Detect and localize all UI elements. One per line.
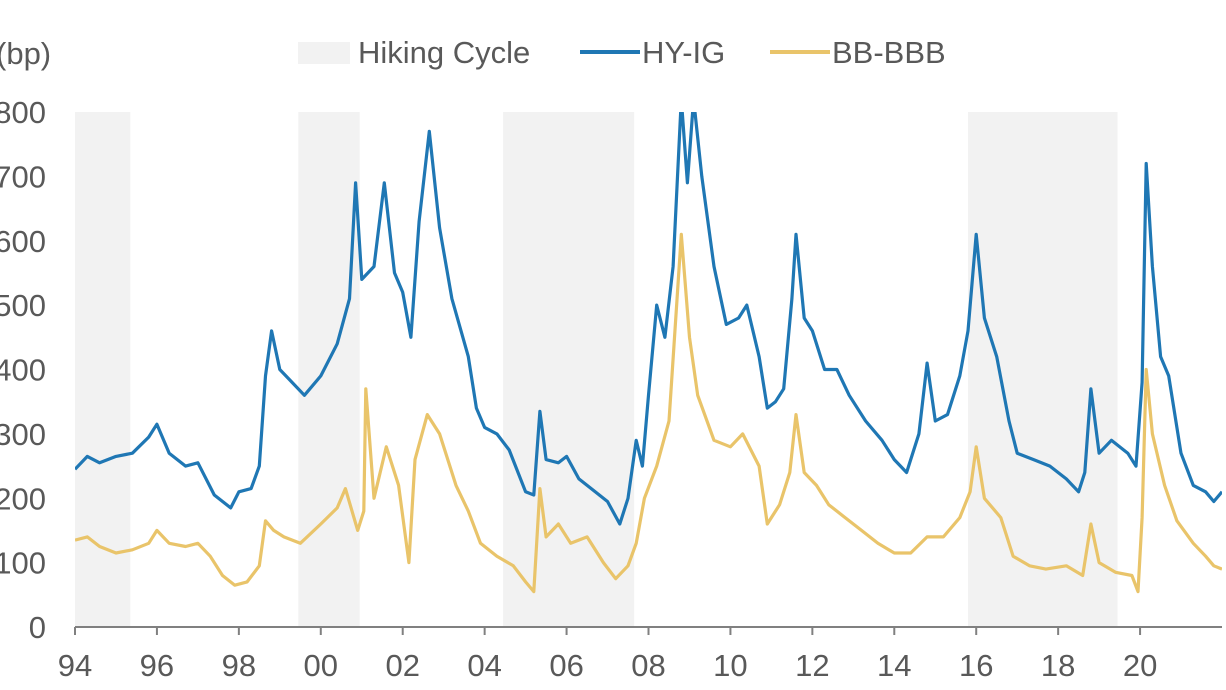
y-tick-label-500: 500 bbox=[0, 288, 46, 323]
y-tick-label-700: 700 bbox=[0, 159, 46, 194]
x-tick-label-98: 98 bbox=[222, 648, 256, 683]
legend: Hiking Cycle HY-IG BB-BBB bbox=[298, 35, 946, 70]
y-tick-label-100: 100 bbox=[0, 546, 46, 581]
series-lines bbox=[75, 112, 1222, 594]
x-tick-label-04: 04 bbox=[467, 648, 501, 683]
hiking-cycle-band-2 bbox=[298, 112, 360, 627]
x-tick-label-96: 96 bbox=[140, 648, 174, 683]
hiking-cycle-band-4 bbox=[968, 112, 1118, 627]
legend-hy-ig-label: HY-IG bbox=[642, 35, 725, 70]
x-tick-label-18: 18 bbox=[1041, 648, 1075, 683]
hiking-cycle-bands bbox=[75, 112, 1118, 627]
x-tick-label-94: 94 bbox=[58, 648, 92, 683]
hiking-cycle-band-1 bbox=[75, 112, 131, 627]
y-tick-label-0: 0 bbox=[29, 610, 46, 645]
y-tick-label-300: 300 bbox=[0, 417, 46, 452]
x-tick-label-08: 08 bbox=[631, 648, 665, 683]
y-tick-label-600: 600 bbox=[0, 224, 46, 259]
series-line-hy-ig bbox=[75, 112, 1222, 526]
legend-bb-bbb-label: BB-BBB bbox=[832, 35, 946, 70]
axes bbox=[74, 626, 1222, 635]
legend-hiking-cycle-label: Hiking Cycle bbox=[358, 35, 530, 70]
legend-hiking-cycle-swatch bbox=[298, 42, 350, 64]
hiking-cycle-band-3 bbox=[503, 112, 635, 627]
x-tick-label-10: 10 bbox=[713, 648, 747, 683]
x-tick-label-12: 12 bbox=[795, 648, 829, 683]
y-tick-label-800: 800 bbox=[0, 95, 46, 130]
y-tick-label-400: 400 bbox=[0, 353, 46, 388]
x-tick-label-14: 14 bbox=[877, 648, 911, 683]
y-tick-label-200: 200 bbox=[0, 481, 46, 516]
x-tick-label-00: 00 bbox=[304, 648, 338, 683]
x-tick-label-06: 06 bbox=[549, 648, 583, 683]
series-line-bb-bbb bbox=[75, 232, 1222, 594]
x-tick-label-16: 16 bbox=[959, 648, 993, 683]
y-axis-unit-label: (bp) bbox=[0, 36, 51, 71]
x-tick-label-02: 02 bbox=[385, 648, 419, 683]
tick-labels: 0 100 200 300 400 500 600 700 800 94 96 98 00 02 04 06 0… bbox=[0, 95, 1157, 683]
x-tick-label-20: 20 bbox=[1123, 648, 1157, 683]
